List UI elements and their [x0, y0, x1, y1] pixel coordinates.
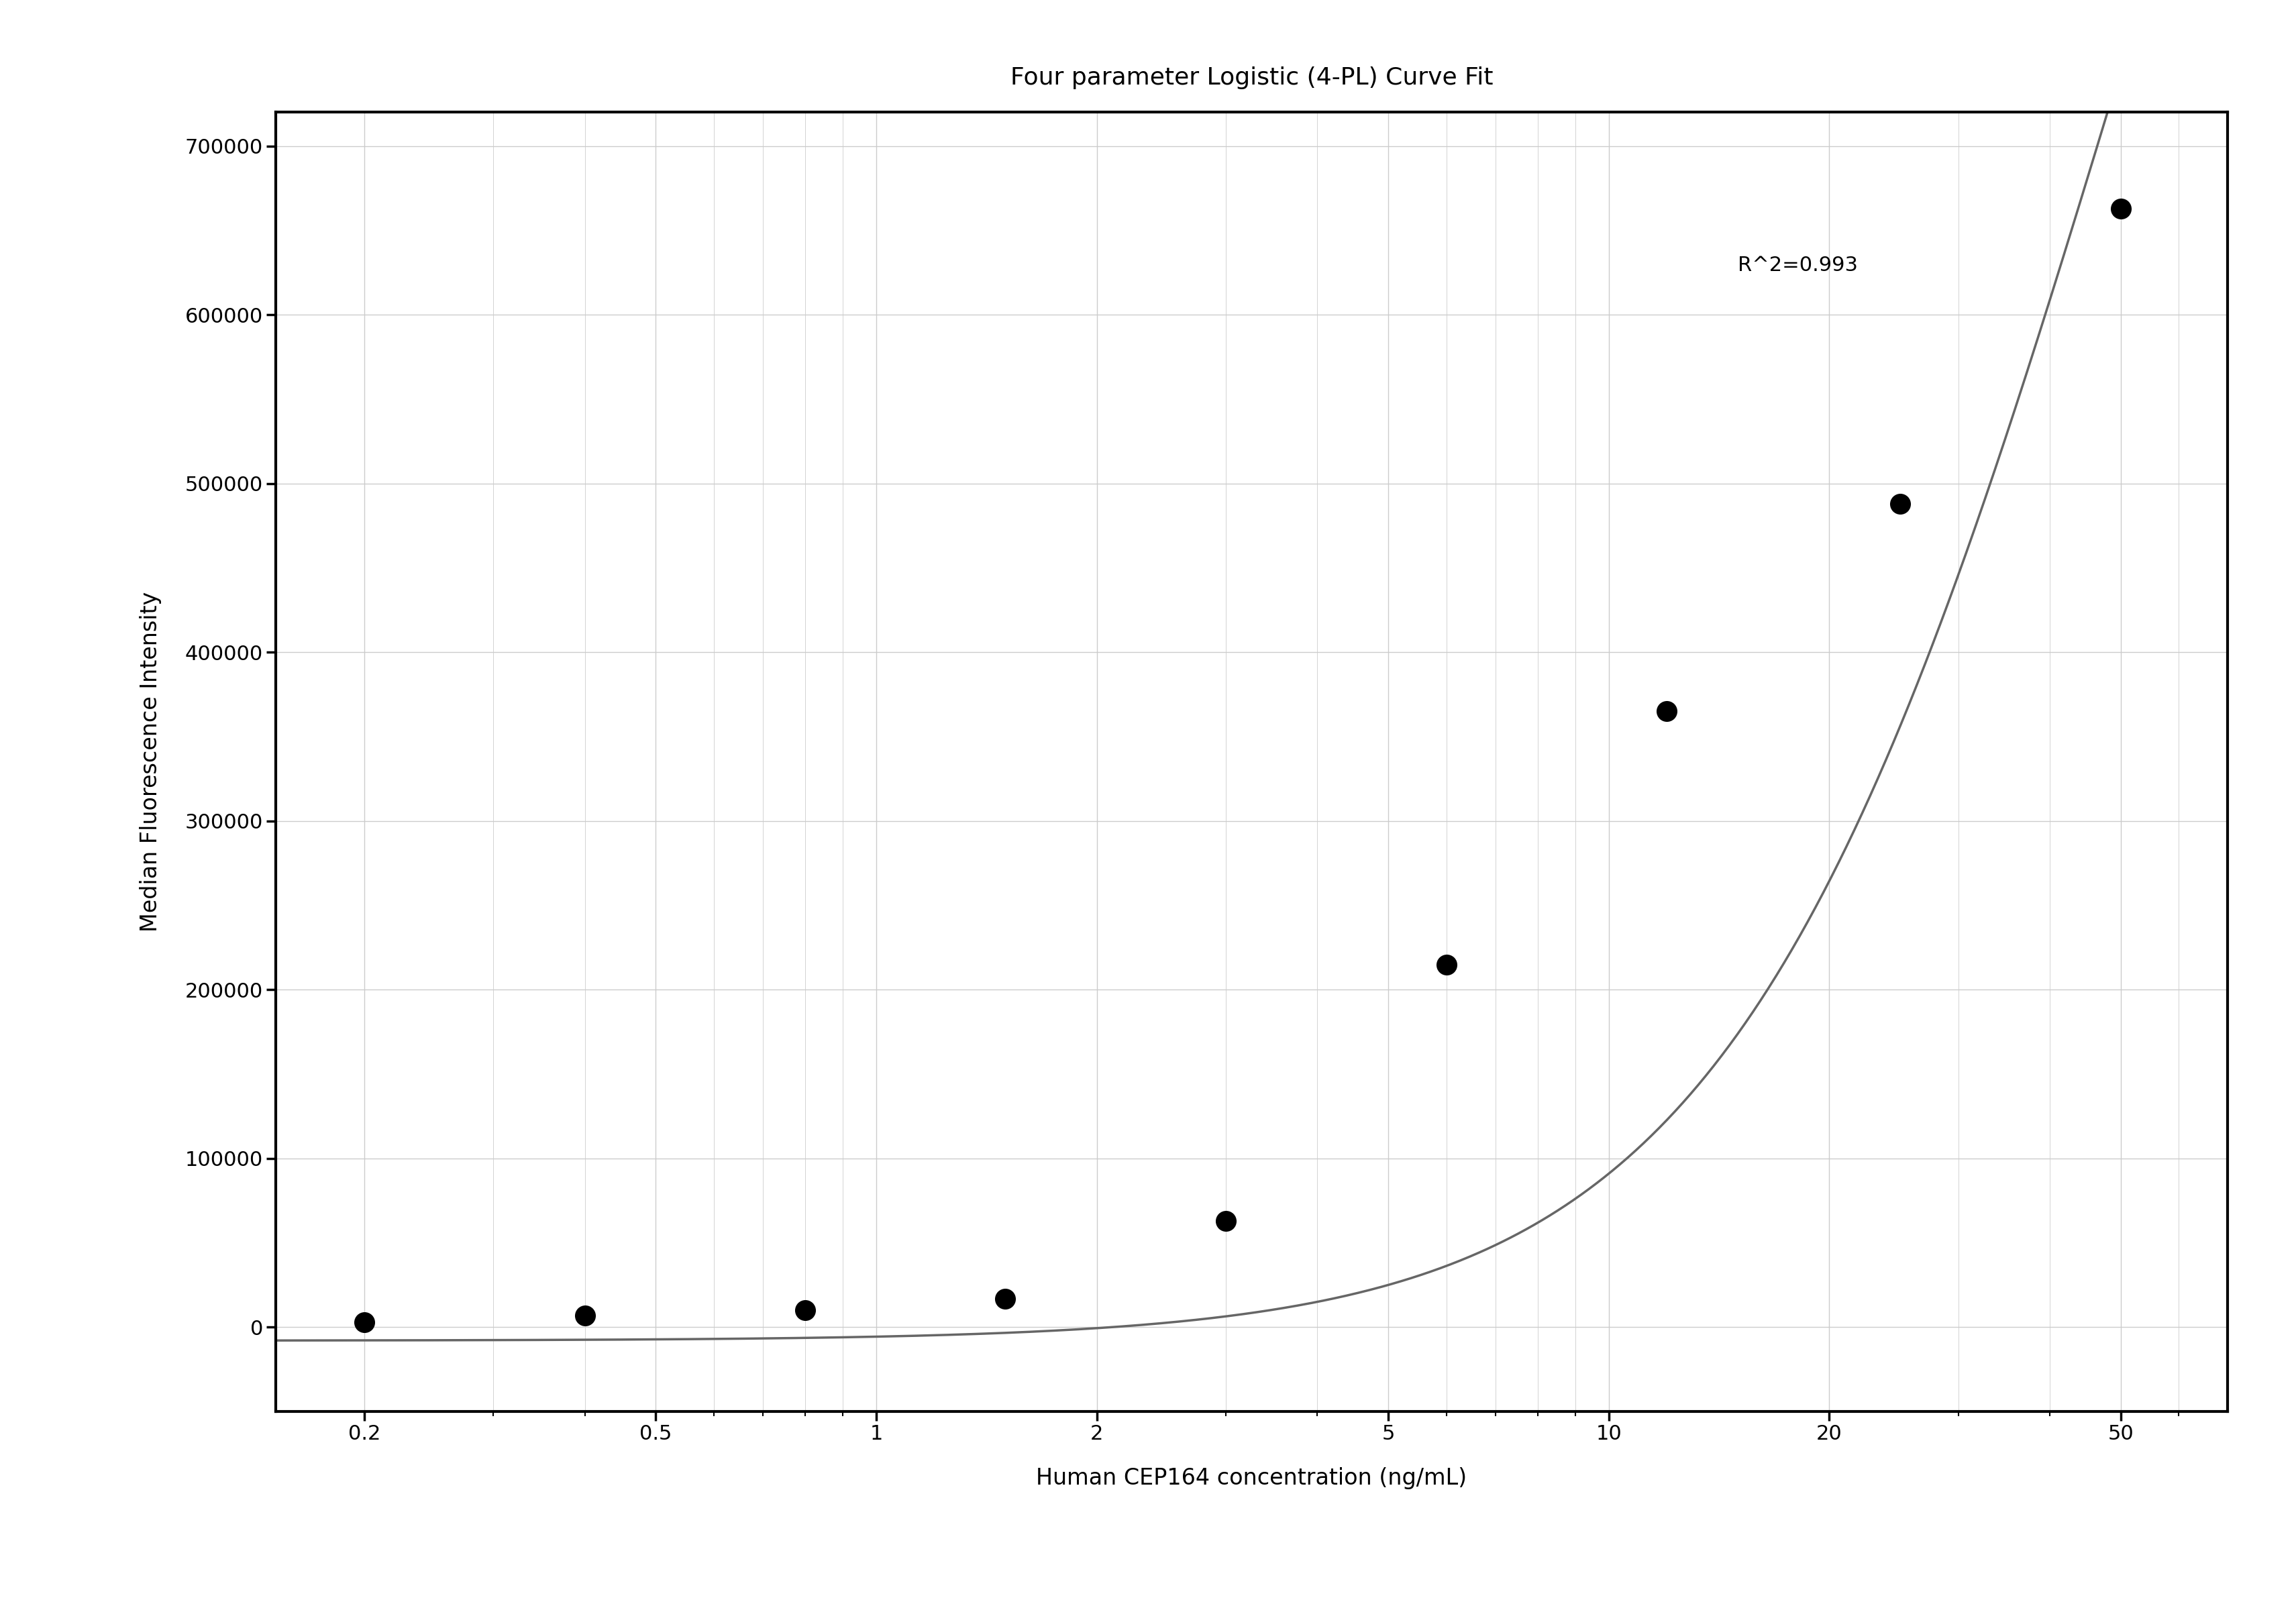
Point [788, 1298, 824, 1323]
Point [1208, 1208, 1244, 1233]
Point [987, 1286, 1024, 1312]
X-axis label: Human CEP164 concentration (ng/mL): Human CEP164 concentration (ng/mL) [1035, 1466, 1467, 1489]
Point [1649, 698, 1685, 723]
Y-axis label: Median Fluorescence Intensity: Median Fluorescence Intensity [140, 592, 161, 932]
Point [347, 1309, 383, 1335]
Point [1880, 491, 1917, 516]
Point [567, 1302, 604, 1328]
Point [2101, 196, 2138, 221]
Point [1428, 951, 1465, 977]
Text: R^2=0.993: R^2=0.993 [1738, 255, 1857, 276]
Title: Four parameter Logistic (4-PL) Curve Fit: Four parameter Logistic (4-PL) Curve Fit [1010, 66, 1492, 90]
